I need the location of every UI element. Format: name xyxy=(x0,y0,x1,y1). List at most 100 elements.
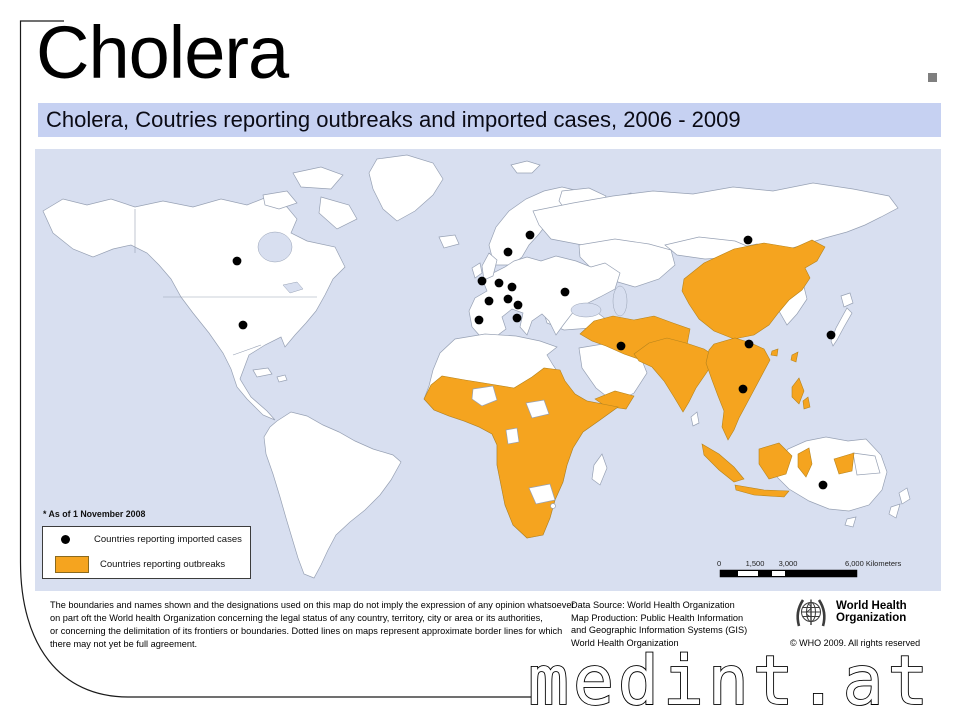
non-outbreak-cutouts xyxy=(471,385,556,509)
decorative-square xyxy=(928,73,937,82)
land-greenland xyxy=(368,154,444,222)
outbreak-west-papua xyxy=(833,452,855,475)
watermark-text: medint.at xyxy=(528,648,932,716)
datasource-line: and Geographic Information Systems (GIS) xyxy=(571,625,748,635)
land-south-america xyxy=(263,411,402,579)
land-tasmania xyxy=(844,516,857,528)
imported-case-dot xyxy=(818,480,828,490)
land-svalbard xyxy=(510,160,541,174)
page-title: Cholera xyxy=(36,11,289,94)
country-borders xyxy=(134,209,317,356)
imported-case-dot xyxy=(616,341,626,351)
inland-waters xyxy=(257,231,628,318)
scale-tick-6000: 6,000 Kilometers xyxy=(845,559,902,568)
legend-row-imported: Countries reporting imported cases xyxy=(43,527,250,552)
imported-case-dot xyxy=(560,287,570,297)
scale-bar-white-2 xyxy=(772,571,785,576)
map-disclaimer: The boundaries and names shown and the d… xyxy=(50,599,575,651)
who-name-line2: Organization xyxy=(836,611,907,624)
data-source-block: Data Source: World Health Organization M… xyxy=(571,599,756,649)
cutout-botswana xyxy=(528,483,556,505)
imported-case-dot xyxy=(743,235,753,245)
outbreak-philippines-south xyxy=(802,396,811,410)
imported-dots xyxy=(232,230,836,490)
imported-cases-dot-symbol xyxy=(61,535,70,544)
land-japan-hokkaido xyxy=(840,292,854,308)
land-new-zealand-south xyxy=(888,503,901,519)
map-title-text: Cholera, Coutries reporting outbreaks an… xyxy=(46,107,741,132)
cutout-west-africa xyxy=(471,385,498,407)
disclaimer-line: or concerning the delimitation of its fr… xyxy=(50,626,563,636)
land-madagascar xyxy=(591,453,608,486)
outbreak-southeast-asia xyxy=(705,337,771,441)
outbreak-borneo xyxy=(758,442,793,480)
who-copyright: © WHO 2009. All rights reserved xyxy=(790,638,921,648)
land-arctic-island-baffin xyxy=(318,196,358,230)
imported-case-dot xyxy=(474,315,484,325)
us-mexico-border xyxy=(232,344,262,356)
cutout-gabon xyxy=(505,427,520,445)
outbreak-philippines xyxy=(791,377,805,405)
world-map: 0 1,500 3,000 6,000 Kilometers * As of 1… xyxy=(35,149,941,591)
disclaimer-line: The boundaries and names shown and the d… xyxy=(50,600,575,610)
land-hispaniola xyxy=(276,374,288,383)
imported-case-dot xyxy=(507,282,517,292)
cutout-central-africa xyxy=(525,399,550,419)
datasource-line: World Health Organization xyxy=(571,637,679,648)
outbreak-java xyxy=(734,484,790,498)
land-europe xyxy=(468,255,621,339)
legend-label-imported: Countries reporting imported cases xyxy=(94,534,242,545)
imported-case-dot xyxy=(738,384,748,394)
disclaimer-line: there may not yet be full agreement. xyxy=(50,639,198,649)
imported-case-dot xyxy=(477,276,487,286)
imported-case-dot xyxy=(484,296,494,306)
outbreak-sub-saharan-africa xyxy=(423,367,619,539)
land-cuba xyxy=(252,367,273,378)
who-name-line1: World Health xyxy=(836,600,907,612)
imported-case-dot xyxy=(513,300,523,310)
imported-case-dot xyxy=(744,339,754,349)
great-lakes xyxy=(282,281,304,294)
scale-bar-strip xyxy=(719,569,858,578)
land-new-zealand-north xyxy=(898,487,911,505)
imported-case-dot xyxy=(503,294,513,304)
scale-bar: 0 1,500 3,000 6,000 Kilometers xyxy=(717,559,902,578)
scale-tick-1500: 1,500 xyxy=(746,559,765,568)
scale-tick-3000: 3,000 xyxy=(779,559,798,568)
black-sea xyxy=(570,302,602,318)
imported-case-dot xyxy=(238,320,248,330)
landmasses xyxy=(42,154,911,579)
legend-label-outbreaks: Countries reporting outbreaks xyxy=(100,559,226,570)
land-iceland xyxy=(438,234,460,249)
world-map-svg: 0 1,500 3,000 6,000 Kilometers xyxy=(42,154,911,579)
outbreak-sumatra xyxy=(701,443,745,483)
hudson-bay xyxy=(257,231,293,263)
outbreak-color-swatch xyxy=(55,556,89,573)
land-japan-honshu xyxy=(830,307,853,347)
datasource-line: Map Production: Public Health Informatio… xyxy=(571,612,744,623)
imported-case-dot xyxy=(826,330,836,340)
land-north-america xyxy=(42,196,346,421)
outbreak-china xyxy=(681,239,826,340)
legend-row-outbreaks: Countries reporting outbreaks xyxy=(43,552,250,577)
outbreak-india-nepal xyxy=(633,337,717,413)
datasource-line: Data Source: World Health Organization xyxy=(571,600,735,610)
map-legend: Countries reporting imported cases Count… xyxy=(42,526,251,579)
land-sri-lanka xyxy=(690,411,700,427)
imported-case-dot xyxy=(232,256,242,266)
outbreak-countries xyxy=(423,239,855,539)
imported-case-dot xyxy=(503,247,513,257)
map-asof-note: * As of 1 November 2008 xyxy=(43,509,146,519)
land-ireland xyxy=(471,262,483,279)
cutout-lesotho xyxy=(550,503,556,509)
scale-tick-0: 0 xyxy=(717,559,721,568)
caspian-sea xyxy=(612,285,628,317)
who-logo-icon xyxy=(796,599,826,627)
imported-case-dot xyxy=(494,278,504,288)
who-name: World Health Organization xyxy=(836,600,907,624)
land-papua-new-guinea xyxy=(852,452,881,476)
outbreak-taiwan xyxy=(790,351,799,363)
outbreak-sulawesi xyxy=(797,447,813,478)
subtitle-bar: Cholera, Coutries reporting outbreaks an… xyxy=(38,103,941,137)
imported-case-dot xyxy=(525,230,535,240)
